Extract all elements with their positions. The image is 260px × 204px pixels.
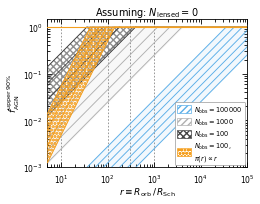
Y-axis label: $f_{\mathrm{AGN}}^{\mathrm{upper}\,90\%}$: $f_{\mathrm{AGN}}^{\mathrm{upper}\,90\%}… [5, 74, 22, 113]
Legend: $N_{\mathrm{obs}} = 100000$, $N_{\mathrm{obs}} = 1000$, $N_{\mathrm{obs}} = 100$: $N_{\mathrm{obs}} = 100000$, $N_{\mathrm… [175, 102, 245, 165]
Title: Assuming: $N_{\mathrm{lensed}} = 0$: Assuming: $N_{\mathrm{lensed}} = 0$ [95, 6, 199, 19]
X-axis label: $r \equiv R_{\mathrm{orb}} \, / \, R_{\mathrm{Sch}}$: $r \equiv R_{\mathrm{orb}} \, / \, R_{\m… [119, 186, 176, 198]
